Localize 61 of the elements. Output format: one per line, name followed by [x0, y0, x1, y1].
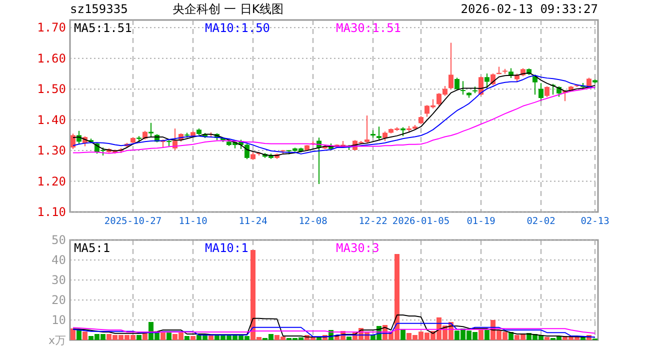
text: MA10:1: [205, 241, 248, 255]
chart-title: 央企科创 一 日K线图: [172, 2, 284, 16]
candlestick: [460, 80, 466, 96]
x-tick-label: 01-19: [466, 216, 496, 227]
bar: [346, 336, 352, 340]
candlestick: [532, 74, 538, 96]
y-tick-label: 40: [52, 253, 66, 267]
x-tick-label: 11-10: [178, 216, 208, 227]
y-tick-label: 1.30: [37, 144, 66, 158]
text: MA5:1.51: [74, 21, 132, 35]
bar: [190, 336, 196, 340]
y-tick-label: 1.20: [37, 174, 66, 188]
text: MA30:3: [336, 241, 380, 255]
bar: [544, 337, 550, 340]
x-tick-label: 11-24: [238, 216, 268, 227]
candlestick: [148, 122, 154, 138]
bar: [166, 332, 172, 340]
y-tick-label: 30: [52, 273, 66, 287]
candlestick: [70, 133, 76, 150]
bar: [160, 332, 166, 340]
line-series: [72, 86, 596, 154]
x-tick-label: 02-13: [580, 216, 610, 227]
text: 2026-02-13 09:33:27: [460, 2, 598, 16]
bar: [478, 330, 484, 340]
y-tick-label: 1.40: [37, 112, 66, 127]
bar: [184, 336, 190, 340]
bar: [70, 328, 76, 340]
candlestick: [448, 42, 454, 90]
candlestick: [376, 126, 382, 140]
bar: [76, 329, 82, 340]
y-tick-label: 1.10: [37, 205, 66, 219]
text: sz159335: [70, 2, 128, 16]
text: MA30:1.51: [336, 21, 402, 35]
y-tick-label: 1.50: [37, 82, 66, 96]
y-tick-label: 50: [52, 233, 66, 247]
line-series: [72, 322, 596, 338]
bar: [208, 335, 214, 340]
y-tick-label: 1.70: [37, 20, 66, 35]
x-tick-label: 12-08: [298, 216, 328, 227]
bar: [136, 335, 142, 340]
bar: [316, 337, 322, 340]
text: MA5:1: [74, 241, 110, 255]
x-tick-label: 12-22: [358, 216, 388, 227]
y-axis-title: x万: [48, 334, 66, 347]
candlestick: [382, 131, 388, 142]
text: MA10:1.50: [205, 21, 270, 35]
bar: [484, 330, 490, 340]
bar: [82, 332, 88, 340]
x-tick-label: 02-02: [526, 216, 556, 227]
candlestick: [538, 82, 544, 102]
candlestick: [484, 72, 490, 89]
x-tick-label: 2026-01-05: [392, 216, 450, 227]
candlestick: [454, 77, 460, 91]
x-tick-label: 2025-10-27: [104, 216, 162, 227]
y-tick-label: 10: [52, 313, 66, 327]
candlestick: [364, 115, 370, 144]
candlestick: [172, 128, 178, 151]
candlestick: [544, 86, 550, 98]
y-tick-label: 1.60: [37, 51, 66, 66]
y-tick-label: 20: [52, 293, 66, 307]
bar: [400, 329, 406, 340]
